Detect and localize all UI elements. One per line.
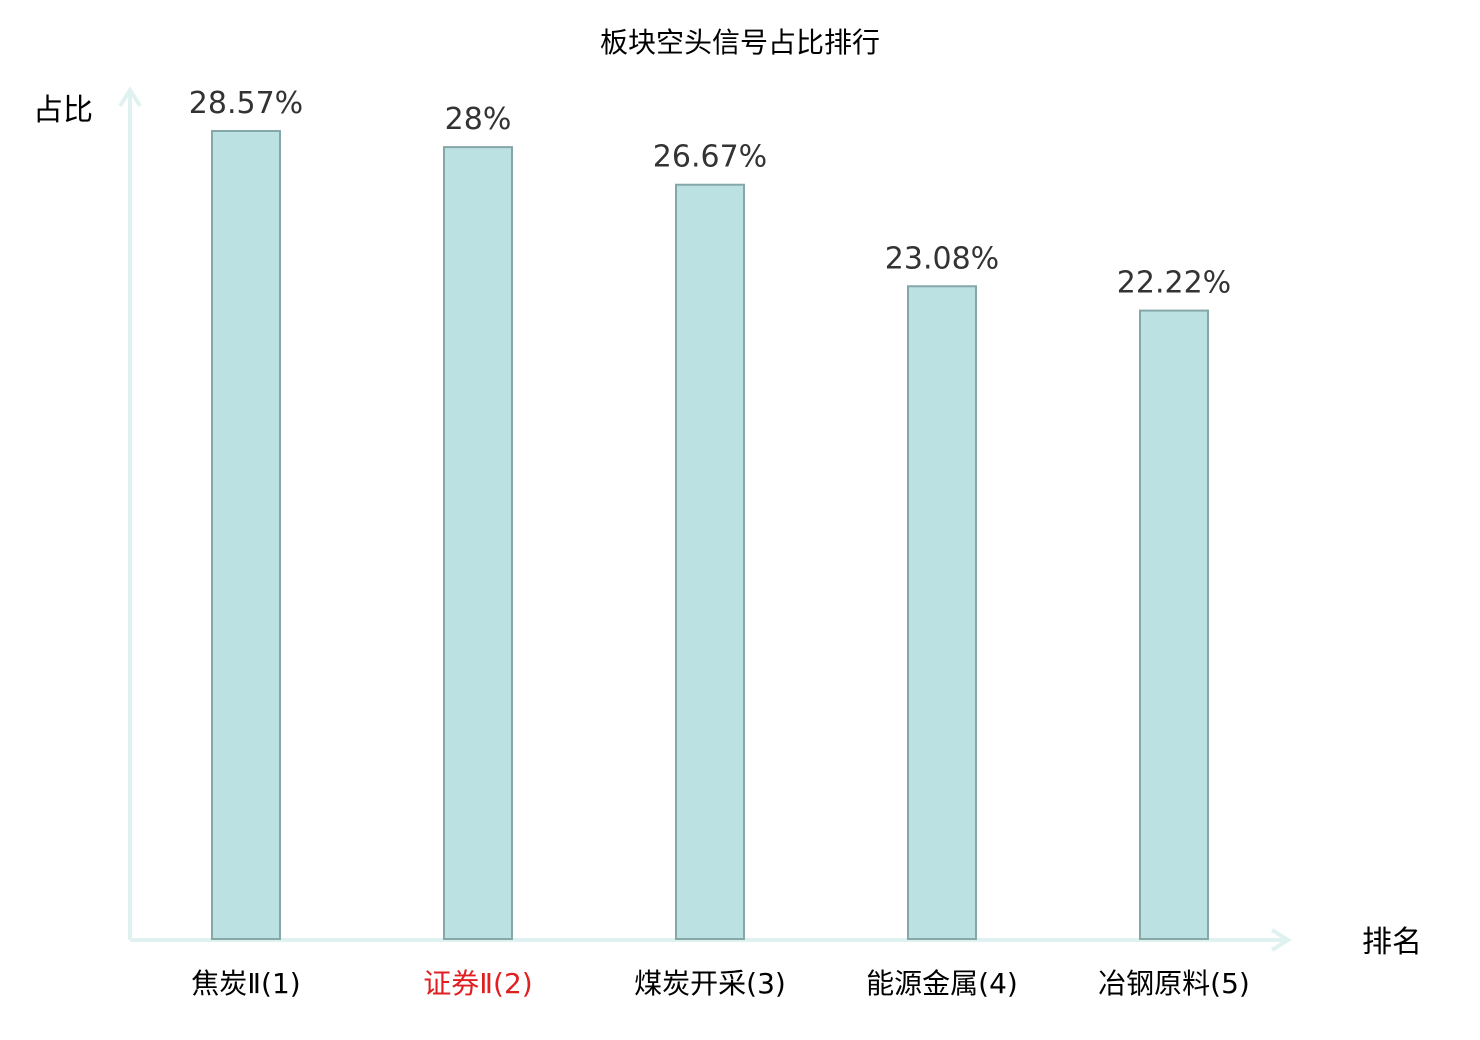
bar-3 — [675, 183, 745, 940]
chart-title: 板块空头信号占比排行 — [600, 26, 880, 59]
category-labels: 焦炭Ⅱ(1) 证券Ⅱ(2) 煤炭开采(3) 能源金属(4) 冶钢原料(5) — [191, 967, 1250, 1000]
value-label-4: 23.08% — [885, 241, 999, 276]
value-labels: 28.57% 28% 26.67% 23.08% 22.22% — [189, 86, 1231, 301]
category-label-2: 证券Ⅱ(2) — [423, 967, 532, 1000]
bar-5 — [1139, 309, 1209, 940]
category-label-5: 冶钢原料(5) — [1098, 967, 1250, 1000]
y-axis-arrow — [118, 86, 142, 108]
value-label-1: 28.57% — [189, 86, 303, 121]
x-axis-label: 排名 — [1362, 925, 1422, 960]
bar-1 — [211, 130, 281, 940]
value-label-5: 22.22% — [1117, 266, 1231, 301]
category-label-1: 焦炭Ⅱ(1) — [191, 967, 300, 1000]
value-label-2: 28% — [445, 102, 512, 137]
category-label-4: 能源金属(4) — [866, 967, 1018, 1000]
value-label-3: 26.67% — [653, 140, 767, 175]
x-axis-arrow — [1270, 928, 1292, 952]
axes — [118, 86, 1292, 952]
y-axis-label: 占比 — [33, 93, 93, 128]
category-label-3: 煤炭开采(3) — [634, 967, 786, 1000]
bar-2 — [443, 146, 513, 940]
bars — [211, 130, 1209, 940]
bar-4 — [907, 285, 977, 940]
